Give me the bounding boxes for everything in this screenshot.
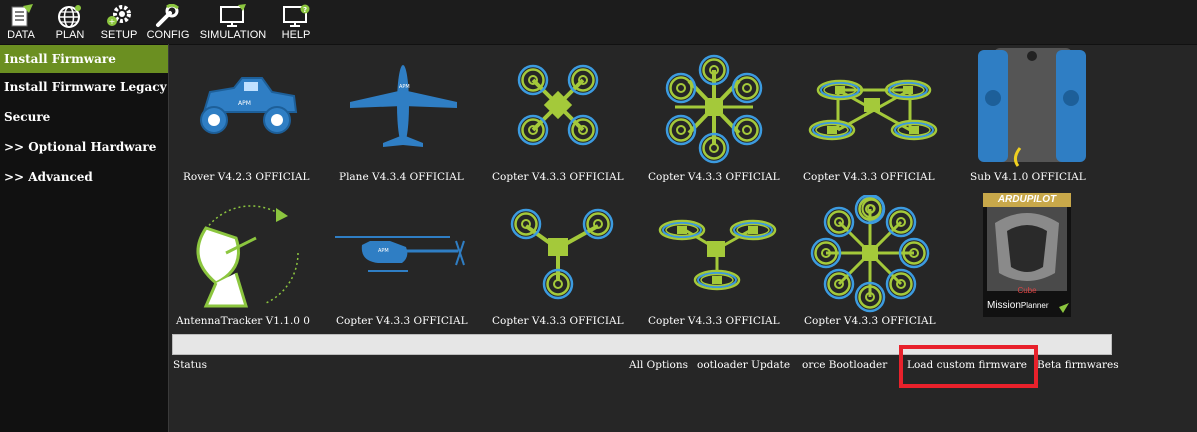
firmware-rover-option[interactable]: APM — [176, 50, 321, 190]
toolbar-label: SIMULATION — [199, 29, 267, 41]
firmware-antenna-tracker-option[interactable] — [176, 198, 321, 318]
firmware-octo-label: Copter V4.3.3 OFFICIAL — [804, 315, 936, 327]
sidebar-item-advanced[interactable]: >> Advanced — [0, 163, 168, 191]
help-monitor-icon: ? — [283, 4, 310, 27]
firmware-quad-label: Copter V4.3.3 OFFICIAL — [492, 171, 624, 183]
svg-text:APM: APM — [238, 100, 251, 107]
helicopter-icon: APM — [335, 236, 465, 272]
toolbar-label: SETUP — [100, 29, 138, 41]
sidebar-item-install-firmware[interactable]: Install Firmware — [0, 45, 168, 73]
svg-text:+: + — [109, 17, 116, 26]
sidebar-item-label: >> Optional Hardware — [4, 140, 157, 154]
firmware-y6-option[interactable] — [645, 205, 790, 310]
firmware-sub-option[interactable] — [960, 48, 1105, 168]
quadcopter-icon — [517, 64, 599, 146]
firmware-antenna-tracker-label: AntennaTracker V1.1.0 0 — [176, 315, 310, 327]
sidebar-item-optional-hardware[interactable]: >> Optional Hardware — [0, 133, 168, 161]
sidebar-item-label: Install Firmware — [4, 52, 116, 66]
tricopter-icon — [510, 208, 614, 300]
ardupilot-wordmark: ARDUPILOT — [997, 194, 1057, 205]
firmware-hexa-label: Copter V4.3.3 OFFICIAL — [648, 171, 780, 183]
sub-icon — [978, 48, 1086, 167]
y6-icon — [658, 219, 777, 291]
firmware-hexa-coax-label: Copter V4.3.3 OFFICIAL — [803, 171, 935, 183]
planner-text: Planner — [1020, 301, 1049, 310]
sidebar-item-install-firmware-legacy[interactable]: Install Firmware Legacy — [0, 73, 168, 101]
toolbar-data-button[interactable]: DATA — [3, 0, 39, 44]
hexacopter-icon — [665, 54, 763, 164]
sidebar: Install Firmware Install Firmware Legacy… — [0, 44, 169, 432]
firmware-tricopter-option[interactable] — [490, 198, 630, 308]
firmware-y6-label: Copter V4.3.3 OFFICIAL — [648, 315, 780, 327]
firmware-sub-label: Sub V4.1.0 OFFICIAL — [970, 171, 1086, 183]
data-icon — [11, 4, 33, 27]
highlight-box — [899, 345, 1038, 388]
ardupilot-cube-logo: ARDUPILOT Cube MissionPlanner — [983, 193, 1071, 317]
monitor-icon — [220, 4, 246, 27]
bootloader-update-link[interactable]: ootloader Update — [697, 359, 791, 371]
toolbar-plan-button[interactable]: PLAN — [52, 0, 88, 44]
svg-text:APM: APM — [378, 248, 389, 254]
firmware-heli-label: Copter V4.3.3 OFFICIAL — [336, 315, 468, 327]
load-custom-firmware-link[interactable]: Load custom firmware — [907, 359, 1027, 371]
firmware-plane-option[interactable]: APM — [335, 50, 475, 190]
gears-icon: + — [107, 5, 131, 26]
beta-firmwares-link[interactable]: Beta firmwares — [1037, 359, 1119, 371]
progress-bar — [172, 334, 1112, 355]
firmware-hexacopter-option[interactable] — [645, 50, 785, 190]
sidebar-item-label: >> Advanced — [4, 170, 93, 184]
svg-text:APM: APM — [399, 84, 410, 90]
octocopter-icon — [810, 193, 930, 313]
toolbar-label: PLAN — [55, 29, 85, 41]
toolbar-label: HELP — [281, 29, 311, 41]
hexa-coax-icon — [808, 79, 938, 141]
firmware-octocopter-option[interactable] — [800, 193, 945, 315]
firmware-rover-label: Rover V4.2.3 OFFICIAL — [183, 171, 310, 183]
rover-icon: APM — [200, 77, 298, 134]
force-bootloader-link[interactable]: orce Bootloader — [802, 359, 888, 371]
firmware-quadcopter-option[interactable] — [490, 50, 630, 190]
toolbar-config-button[interactable]: CONFIG — [147, 0, 189, 44]
mission-planner-wordmark: MissionPlanner — [987, 300, 1048, 311]
firmware-helicopter-option[interactable]: APM — [330, 205, 475, 315]
sidebar-item-secure[interactable]: Secure — [0, 103, 168, 131]
status-label: Status — [173, 359, 208, 371]
mission-text: Mission — [987, 300, 1021, 311]
plane-icon: APM — [350, 65, 457, 147]
svg-text:?: ? — [303, 6, 307, 14]
toolbar-help-button[interactable]: ? HELP — [276, 0, 316, 44]
toolbar-setup-button[interactable]: + SETUP — [100, 0, 138, 44]
toolbar-label: CONFIG — [146, 29, 190, 41]
cube-logo-image — [983, 193, 1071, 317]
firmware-plane-label: Plane V4.3.4 OFFICIAL — [339, 171, 464, 183]
wrench-icon — [156, 4, 179, 27]
sidebar-item-label: Install Firmware Legacy — [4, 80, 167, 94]
all-options-link[interactable]: All Options — [629, 359, 689, 371]
toolbar-simulation-button[interactable]: SIMULATION — [197, 0, 269, 44]
toolbar-label: DATA — [7, 29, 35, 41]
sidebar-item-label: Secure — [4, 110, 51, 124]
main-toolbar: DATA PLAN + SETUP CONFIG — [0, 0, 1197, 45]
firmware-tri-label: Copter V4.3.3 OFFICIAL — [492, 315, 624, 327]
globe-icon — [58, 5, 81, 28]
cube-wordmark: Cube — [1017, 286, 1037, 295]
firmware-hexa-coax-option[interactable] — [800, 50, 945, 190]
antenna-tracker-icon — [196, 205, 299, 308]
